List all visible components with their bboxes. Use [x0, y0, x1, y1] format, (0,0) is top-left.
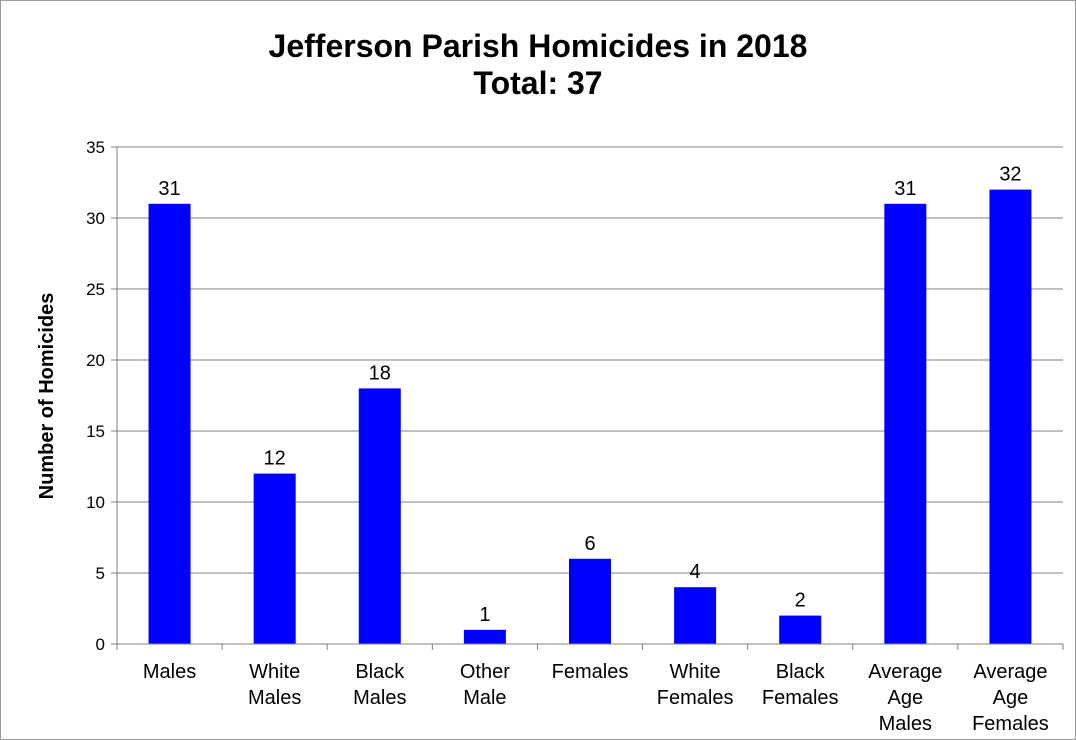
bar: [674, 587, 717, 644]
data-label: 31: [894, 178, 916, 200]
data-label: 6: [584, 533, 595, 555]
category-label: Males: [248, 687, 301, 709]
bar: [148, 203, 191, 645]
y-tick-label: 30: [86, 209, 105, 228]
bar: [253, 473, 296, 644]
y-tick-label: 25: [86, 280, 105, 299]
y-tick-label: 20: [86, 351, 105, 370]
chart-title: Jefferson Parish Homicides in 2018: [268, 28, 808, 64]
category-label: Females: [972, 713, 1049, 735]
y-tick-label: 10: [86, 493, 105, 512]
data-label: 31: [158, 178, 180, 200]
bars: [148, 189, 1032, 645]
data-label: 12: [264, 448, 286, 470]
data-label: 18: [369, 362, 391, 384]
category-label: White: [249, 661, 300, 683]
data-label: 1: [479, 604, 490, 626]
bar: [358, 388, 401, 644]
category-label: Other: [460, 661, 510, 683]
y-tick-label: 15: [86, 422, 105, 441]
category-label: Age: [993, 687, 1029, 709]
bar: [463, 629, 506, 644]
chart-subtitle: Total: 37: [473, 65, 603, 101]
labels: 0510152025303531Males12WhiteMales18Black…: [86, 138, 1049, 735]
category-label: Black: [355, 661, 405, 683]
bar: [569, 558, 611, 644]
category-label: Average: [868, 661, 942, 683]
data-label: 32: [999, 164, 1021, 186]
data-label: 4: [690, 561, 701, 583]
category-label: Males: [353, 687, 406, 709]
category-label: Females: [657, 687, 734, 709]
category-label: Females: [762, 687, 839, 709]
y-axis-label: Number of Homicides: [36, 293, 58, 500]
category-label: Females: [552, 661, 629, 683]
y-tick-label: 0: [96, 635, 105, 654]
category-label: Age: [888, 687, 924, 709]
bar: [884, 203, 927, 645]
bar: [989, 189, 1032, 644]
category-label: Males: [879, 713, 932, 735]
data-label: 2: [795, 590, 806, 612]
bar: [779, 615, 822, 644]
axes: [111, 146, 1064, 650]
category-label: Average: [973, 661, 1047, 683]
y-tick-label: 35: [86, 138, 105, 157]
category-label: Male: [463, 687, 506, 709]
y-tick-label: 5: [96, 564, 105, 583]
category-label: Black: [776, 661, 826, 683]
category-label: Males: [143, 661, 196, 683]
category-label: White: [670, 661, 721, 683]
